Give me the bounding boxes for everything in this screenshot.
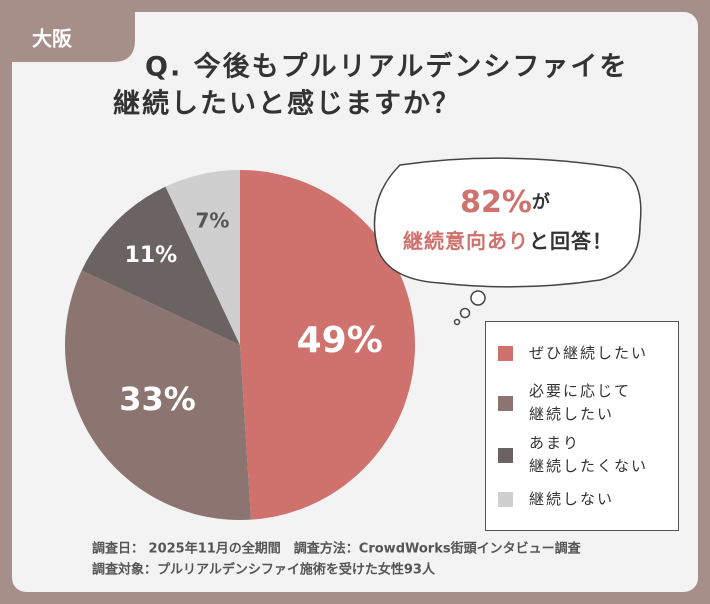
legend-item: ぜひ継続したい xyxy=(498,342,648,365)
legend-swatch xyxy=(498,346,513,361)
legend-label: あまり 継続したくない xyxy=(529,434,649,475)
tag-shape xyxy=(0,0,135,62)
legend: ぜひ継続したい必要に応じて 継続したい あまり 継続したくない継続しない xyxy=(485,321,679,531)
callout-text: と回答！ xyxy=(529,229,613,253)
pie-slice xyxy=(240,170,415,520)
callout-line: 82%が xyxy=(460,185,550,220)
callout-text: が xyxy=(532,191,550,213)
legend-swatch xyxy=(498,395,513,411)
chart-title: Q. 今後もプルリアルデンシファイを xyxy=(145,51,628,83)
pie-slice xyxy=(64,270,251,520)
bubble-dot xyxy=(453,318,461,326)
callout-highlight: 82% xyxy=(460,185,532,220)
callout-line: 継続意向ありと回答！ xyxy=(403,229,613,253)
bubble-dot xyxy=(470,290,486,306)
pie: 49% 33% 11% 7% xyxy=(64,170,415,520)
legend-swatch xyxy=(498,492,513,507)
pie-slice xyxy=(81,186,240,345)
region-tag: 大阪 xyxy=(32,27,73,51)
legend-label: 継続しない xyxy=(529,490,615,508)
speech-bubble xyxy=(373,157,642,288)
note: 調査日： 2025年11月の全期間 調査方法：CrowdWorks街頭インタビュ… xyxy=(92,541,582,557)
legend-item: 必要に応じて 継続したい xyxy=(498,380,631,426)
callout-highlight: 継続意向あり xyxy=(403,229,529,253)
slice-label: 49% xyxy=(297,320,383,361)
slice-label: 33% xyxy=(119,380,196,418)
legend-item: 継続しない xyxy=(498,488,614,511)
bubble-dot xyxy=(459,307,471,319)
pie-slice xyxy=(165,170,240,345)
legend-swatch xyxy=(498,447,513,463)
slice-label: 11% xyxy=(125,243,178,268)
legend-label: 必要に応じて 継続したい xyxy=(529,382,632,423)
legend-item: あまり 継続したくない xyxy=(498,432,648,478)
note: 調査対象：プルリアルデンシファイ施術を受けた女性93人 xyxy=(92,562,436,578)
chart-title: 継続したいと感じますか？ xyxy=(113,88,461,120)
slice-label: 7% xyxy=(196,209,230,233)
legend-label: ぜひ継続したい xyxy=(529,344,649,362)
